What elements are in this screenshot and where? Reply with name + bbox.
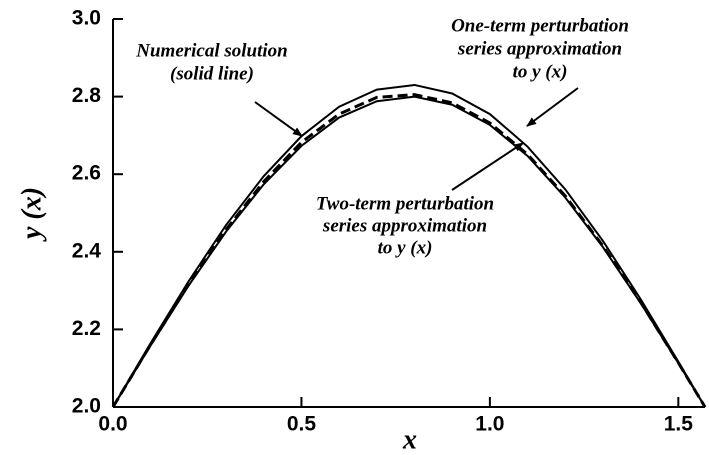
annotation: series approximation	[457, 38, 622, 59]
annotation: series approximation	[322, 215, 487, 236]
annotation: Numerical solution	[135, 40, 288, 61]
x-tick-label: 1.5	[664, 413, 694, 436]
y-tick-label: 2.4	[72, 239, 102, 262]
y-tick-label: 2.6	[72, 162, 101, 185]
y-tick-label: 3.0	[72, 7, 101, 30]
annotation: to y (x)	[513, 61, 568, 82]
annotation: One-term perturbation	[451, 15, 629, 36]
annotation-arrow	[254, 101, 303, 137]
annotation: to y (x)	[378, 237, 433, 258]
curve	[112, 83, 706, 408]
annotation: Two-term perturbation	[316, 193, 494, 214]
y-axis-label: y (x)	[16, 187, 47, 242]
x-tick-label: 0.5	[287, 413, 317, 436]
x-tick-label: 0.0	[98, 413, 127, 436]
annotation-arrow	[451, 142, 524, 191]
x-tick-label: 1.0	[475, 413, 504, 436]
x-axis-label: x	[402, 424, 417, 455]
annotation-arrow	[526, 87, 579, 127]
y-tick-label: 2.0	[72, 395, 101, 418]
curve	[111, 93, 707, 408]
annotation: (solid line)	[170, 63, 254, 84]
y-tick-label: 2.2	[72, 317, 101, 340]
y-tick-label: 2.8	[72, 84, 102, 107]
